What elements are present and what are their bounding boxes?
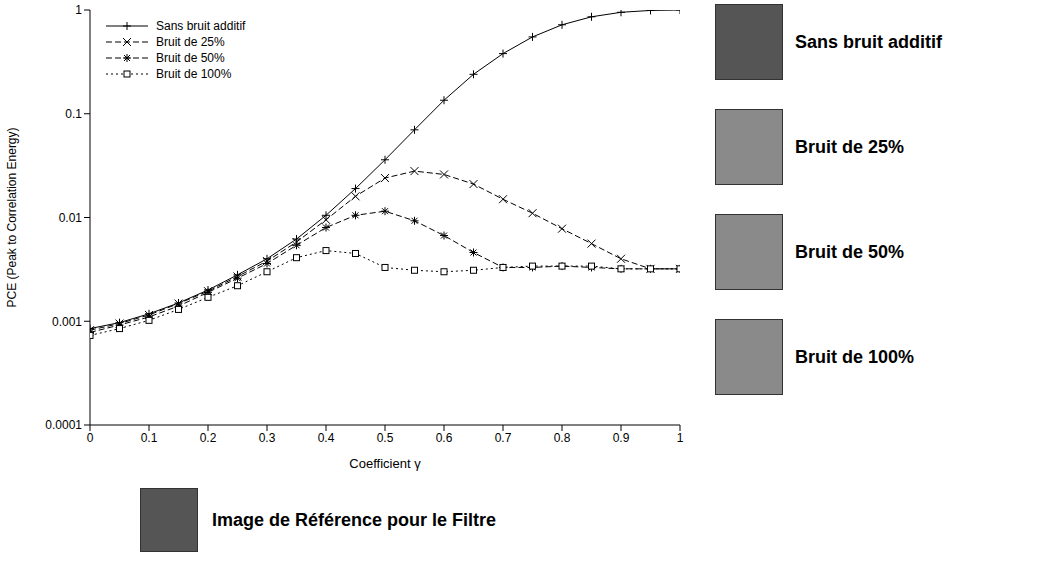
svg-text:0.7: 0.7 bbox=[495, 431, 512, 445]
svg-text:PCE (Peak to Correlation Energ: PCE (Peak to Correlation Energy) bbox=[5, 127, 19, 307]
html-text:Bruit de 25%: Bruit de 25% bbox=[156, 35, 225, 49]
svg-text:1: 1 bbox=[75, 3, 82, 17]
html-text:Bruit de 25%: Bruit de 25% bbox=[795, 136, 904, 157]
html-text:Bruit de 50%: Bruit de 50% bbox=[156, 51, 225, 65]
html-text:Bruit de 100%: Bruit de 100% bbox=[156, 67, 232, 81]
svg-text:0.5: 0.5 bbox=[377, 431, 394, 445]
svg-text:0.3: 0.3 bbox=[259, 431, 276, 445]
svg-text:0.2: 0.2 bbox=[200, 431, 217, 445]
svg-text:0.01: 0.01 bbox=[59, 211, 83, 225]
svg-text:0.1: 0.1 bbox=[65, 107, 82, 121]
html-text:Bruit de 50%: Bruit de 50% bbox=[795, 241, 904, 262]
html-text:Image de Référence pour le Fil: Image de Référence pour le Filtre bbox=[212, 509, 497, 530]
svg-text:0: 0 bbox=[87, 431, 94, 445]
html-text:Sans bruit additif: Sans bruit additif bbox=[795, 31, 942, 52]
svg-text:1: 1 bbox=[677, 431, 684, 445]
html-text:Sans bruit additif: Sans bruit additif bbox=[156, 19, 246, 33]
svg-text:0.1: 0.1 bbox=[141, 431, 158, 445]
svg-text:0.001: 0.001 bbox=[52, 315, 82, 329]
svg-text:0.9: 0.9 bbox=[613, 431, 630, 445]
svg-text:0.8: 0.8 bbox=[554, 431, 571, 445]
svg-text:Coefficient γ: Coefficient γ bbox=[349, 456, 421, 471]
svg-text:0.0001: 0.0001 bbox=[45, 418, 82, 432]
html-text:Bruit de 100%: Bruit de 100% bbox=[795, 346, 914, 367]
svg-text:0.4: 0.4 bbox=[318, 431, 335, 445]
svg-text:0.6: 0.6 bbox=[436, 431, 453, 445]
